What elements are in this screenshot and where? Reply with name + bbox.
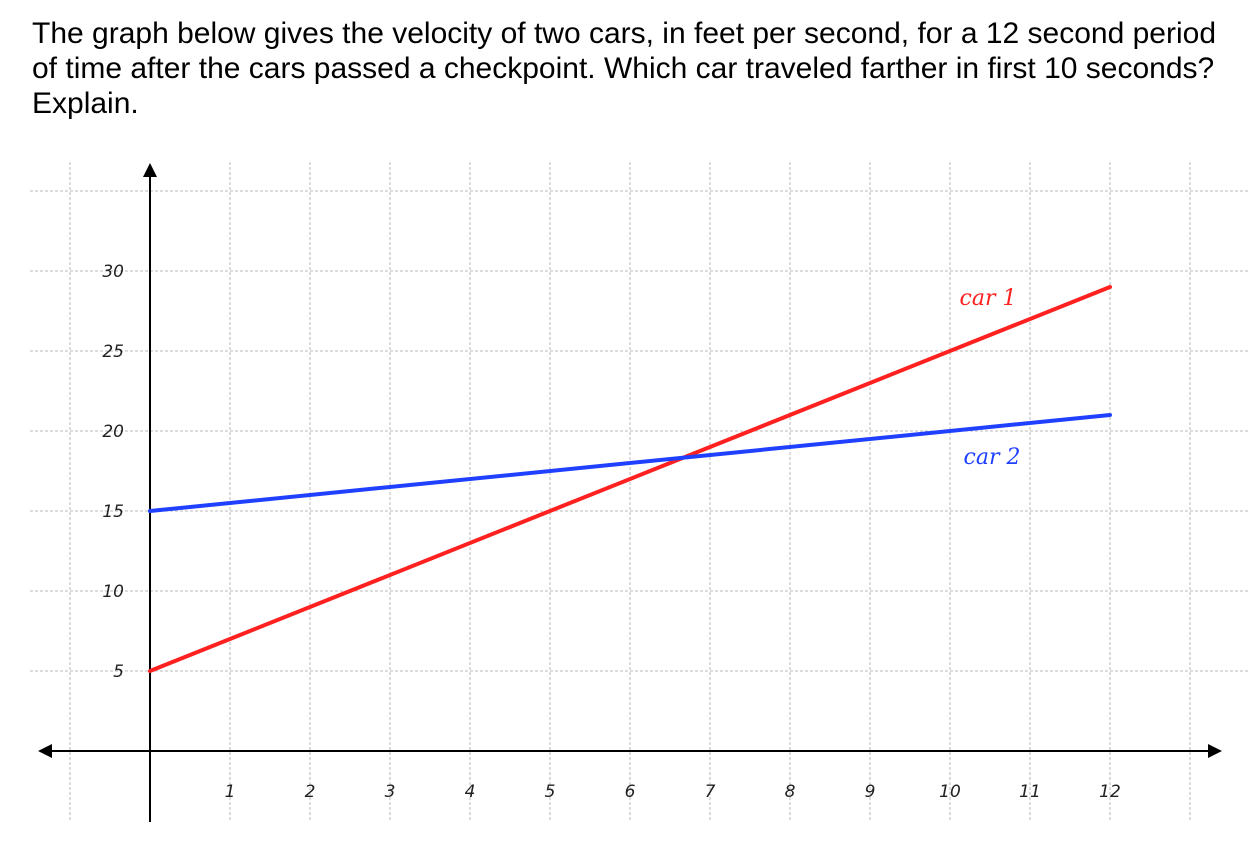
series-label-1: car 1	[960, 286, 1017, 311]
y-tick-label: 10	[102, 582, 124, 602]
chart-series-labels: car 1 car 2	[960, 286, 1021, 470]
x-tick-label: 10	[939, 782, 961, 802]
x-axis-left-arrow-icon	[38, 744, 52, 758]
y-tick-label: 30	[102, 262, 124, 282]
x-tick-label: 3	[385, 782, 396, 802]
x-tick-label: 11	[1019, 782, 1041, 802]
y-tick-label: 5	[113, 662, 124, 682]
series-line-2	[148, 413, 1112, 513]
x-tick-label: 9	[865, 782, 876, 802]
x-tick-label: 8	[785, 782, 796, 802]
y-tick-label: 20	[102, 422, 124, 442]
x-tick-label: 4	[465, 782, 476, 802]
y-axis-up-arrow-icon	[143, 163, 157, 177]
x-axis-right-arrow-icon	[1208, 744, 1222, 758]
y-tick-label: 25	[102, 342, 124, 362]
x-tick-label: 12	[1099, 782, 1121, 802]
x-tick-label: 1	[225, 782, 236, 802]
x-tick-label: 2	[305, 782, 316, 802]
x-tick-label: 7	[705, 782, 716, 802]
series-line-1	[148, 285, 1112, 673]
question-text: The graph below gives the velocity of tw…	[32, 17, 1217, 120]
x-tick-label: 5	[545, 782, 556, 802]
chart-series	[148, 285, 1112, 673]
y-tick-label: 15	[102, 502, 124, 522]
chart-grid	[30, 162, 1250, 822]
series-label-2: car 2	[964, 445, 1021, 470]
chart-axes	[38, 163, 1222, 822]
x-tick-label: 6	[625, 782, 636, 802]
